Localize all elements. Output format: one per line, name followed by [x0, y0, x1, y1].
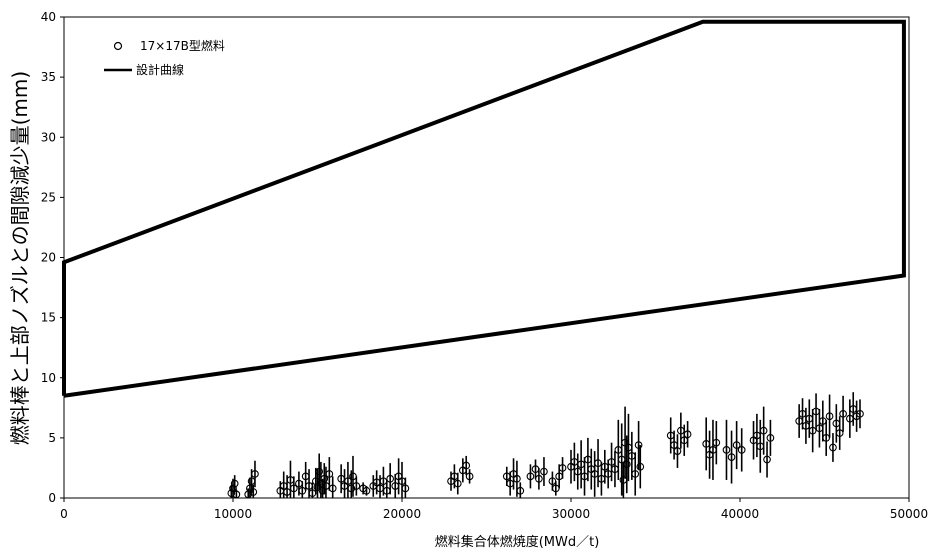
y-tick-label: 5 [48, 431, 56, 445]
y-tick-label: 20 [41, 251, 56, 265]
x-tick-label: 20000 [383, 507, 421, 521]
x-tick-label: 50000 [890, 507, 928, 521]
legend-label-design: 設計曲線 [136, 62, 184, 77]
y-tick-label: 40 [41, 10, 56, 24]
y-tick-label: 35 [41, 70, 56, 84]
y-tick-label: 25 [41, 190, 56, 204]
x-tick-label: 40000 [721, 507, 759, 521]
x-tick-label: 30000 [552, 507, 590, 521]
y-axis-title: 燃料棒と上部ノズルとの間隙減少量(mm) [8, 71, 32, 445]
y-tick-label: 10 [41, 371, 56, 385]
x-axis-title: 燃料集合体燃焼度(MWd／t) [435, 534, 600, 550]
legend-label-fuel: 17×17B型燃料 [140, 38, 225, 53]
ticks-layer: 0 10000 20000 30000 40000 50000 0 5 10 15 20 25 30 35… [41, 10, 928, 521]
plot-area-frame [64, 17, 909, 498]
x-tick-label: 0 [60, 507, 68, 521]
data-layer [228, 392, 863, 498]
x-tick-label: 10000 [214, 507, 252, 521]
legend: 17×17B型燃料 設計曲線 [96, 33, 246, 83]
y-tick-label: 15 [41, 311, 56, 325]
y-tick-label: 30 [41, 130, 56, 144]
y-tick-label: 0 [48, 491, 56, 505]
